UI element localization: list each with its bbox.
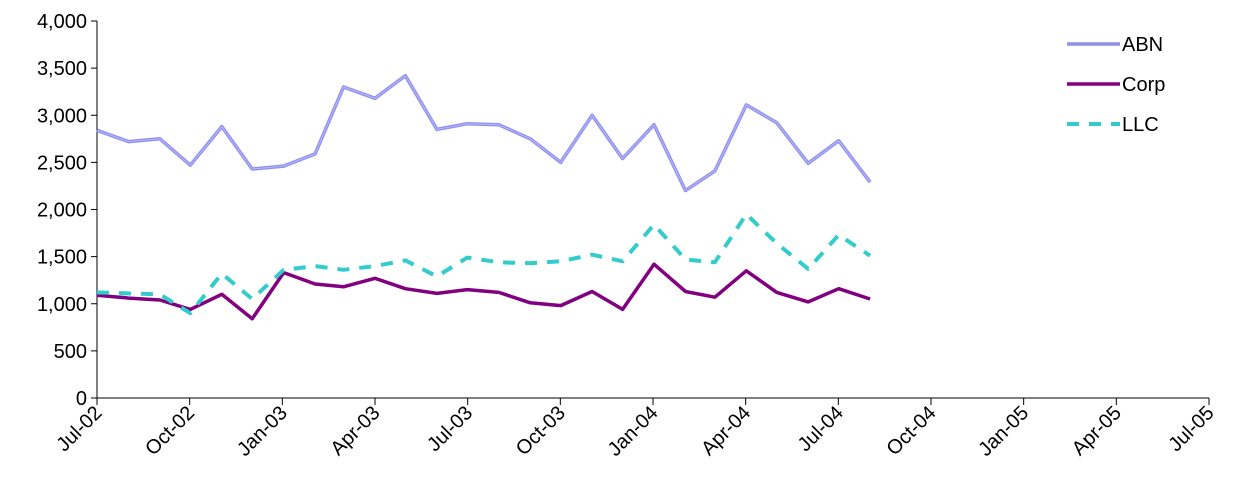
series-line-abn [96, 73, 872, 193]
legend-label: Corp [1122, 74, 1165, 96]
series-llc [96, 212, 872, 316]
legend-item-corp: Corp [1067, 74, 1165, 96]
x-tick-label: Apr-05 [1068, 402, 1126, 460]
x-tick-label: Oct-02 [141, 402, 199, 460]
x-tick-label: Apr-03 [327, 402, 385, 460]
x-tick-label: Jul-02 [52, 402, 106, 456]
series-line-corp [96, 262, 871, 321]
legend-item-abn: ABN [1067, 34, 1163, 56]
x-tick-label: Jan-04 [604, 402, 663, 461]
y-tick-label: 2,500 [37, 152, 87, 174]
x-axis: Jul-02 Oct-02 Jan-03 Apr-03 Jul-03 Oct-03 Jan-… [52, 397, 1219, 461]
y-tick-label: 2,000 [37, 200, 87, 222]
x-tick-label: Oct-04 [883, 402, 941, 460]
legend: ABN Corp LLC [1067, 34, 1165, 136]
x-tick-label: Apr-04 [697, 402, 755, 460]
x-tick-label: Jul-05 [1164, 402, 1218, 456]
legend-label: ABN [1122, 34, 1163, 56]
x-tick-label: Jul-03 [423, 402, 477, 456]
y-tick-label: 1,500 [37, 247, 87, 269]
series-line-llc [96, 212, 872, 316]
legend-item-llc: LLC [1067, 114, 1159, 136]
legend-label: LLC [1122, 114, 1159, 136]
x-tick-label: Jan-05 [974, 402, 1033, 461]
x-tick-label: Jul-04 [794, 402, 848, 456]
series-line-highlight [96, 75, 871, 192]
y-tick-label: 4,000 [37, 11, 87, 33]
y-tick-label: 500 [54, 341, 87, 363]
series-corp [96, 262, 871, 321]
y-tick-label: 3,500 [37, 58, 87, 80]
y-tick-label: 0 [76, 388, 87, 410]
x-tick-label: Jan-03 [233, 402, 292, 461]
y-axis: 0 500 1,000 1,500 2,000 2,500 3,000 3,500 4,000 [37, 11, 98, 410]
series-layer [96, 73, 872, 321]
y-tick-label: 1,000 [37, 294, 87, 316]
y-tick-label: 3,000 [37, 105, 87, 127]
series-abn [96, 73, 872, 193]
x-tick-label: Oct-03 [512, 402, 570, 460]
